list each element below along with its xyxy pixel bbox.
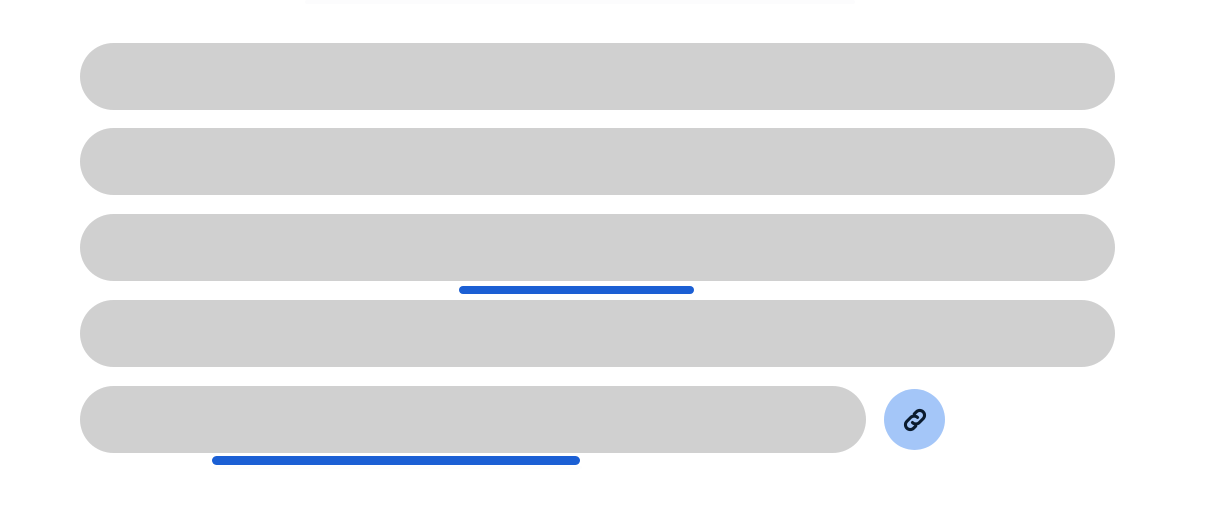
highlight-underline-2[interactable] [212, 456, 580, 465]
link-button[interactable] [884, 389, 945, 450]
clipped-top-row [305, 0, 855, 4]
highlight-underline-1[interactable] [459, 286, 694, 294]
skeleton-row-5 [80, 386, 866, 453]
skeleton-row-2 [80, 128, 1115, 195]
skeleton-row-3 [80, 214, 1115, 281]
skeleton-row-4 [80, 300, 1115, 367]
link-icon [899, 404, 931, 436]
skeleton-row-1 [80, 43, 1115, 110]
bottom-edge-fade [212, 466, 582, 469]
